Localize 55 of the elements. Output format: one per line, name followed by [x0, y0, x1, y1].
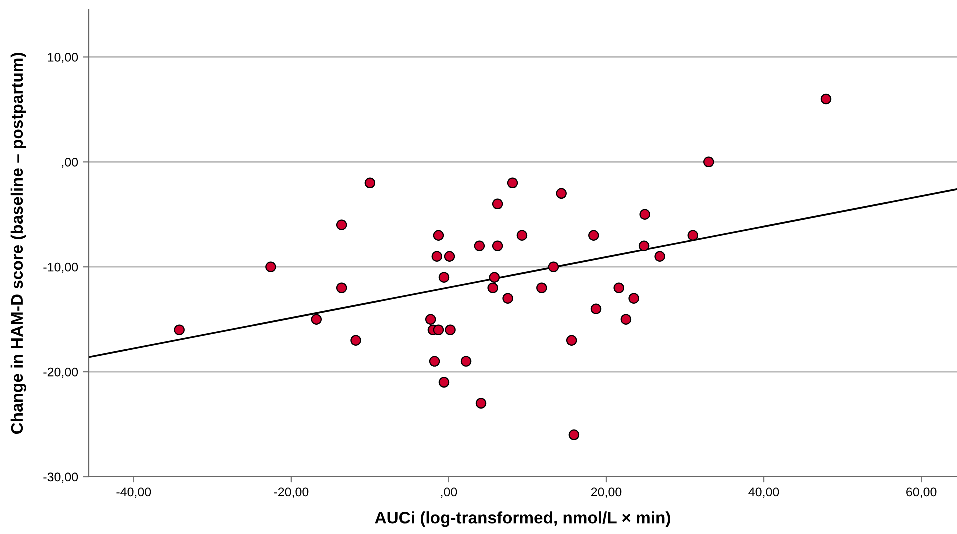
point: [336, 220, 348, 230]
point: [548, 262, 560, 272]
point: [566, 335, 578, 346]
x-tick-label: -20,00: [274, 488, 309, 498]
point: [654, 251, 666, 262]
point: [445, 324, 456, 336]
point: [628, 293, 640, 304]
point: [364, 178, 376, 189]
point: [492, 240, 504, 252]
point: [516, 230, 528, 241]
x-axis-title: AUCi (log-transformed, nmol/L × min): [375, 512, 670, 528]
point: [429, 356, 440, 367]
point: [438, 377, 450, 388]
point: [704, 156, 714, 168]
point: [820, 94, 832, 105]
point: [614, 282, 624, 294]
x-tick-label: -40,00: [116, 488, 152, 498]
point: [588, 230, 600, 241]
point: [638, 240, 650, 252]
point: [336, 282, 348, 294]
point: [620, 314, 632, 325]
point: [425, 314, 436, 325]
point: [476, 398, 487, 409]
point: [640, 209, 650, 220]
point: [174, 324, 185, 336]
y-tick-label: 10,00: [48, 53, 78, 64]
x-tick-label: 60,00: [906, 488, 937, 498]
point: [536, 282, 548, 294]
y-tick-label: -30,00: [44, 472, 78, 484]
point: [688, 230, 698, 241]
point: [507, 178, 518, 189]
point: [502, 293, 514, 304]
x-tick-label: 40,00: [748, 488, 780, 498]
point: [433, 230, 444, 241]
point: [474, 240, 486, 252]
y-tick-label: ,00: [62, 158, 78, 168]
point: [460, 356, 472, 367]
point: [568, 430, 580, 440]
point: [489, 272, 500, 283]
point: [590, 304, 602, 314]
y-tick-label: -10,00: [44, 262, 78, 274]
point: [432, 251, 443, 262]
point: [311, 314, 322, 325]
point: [556, 188, 567, 200]
point: [433, 324, 444, 336]
y-tick-label: -20,00: [44, 368, 78, 378]
point: [492, 198, 504, 210]
point: [350, 335, 362, 346]
point: [438, 272, 450, 283]
point: [444, 251, 456, 262]
x-tick-label: 20,00: [591, 488, 622, 498]
point: [266, 262, 276, 272]
x-tick-label: ,00: [441, 488, 458, 498]
y-axis-title: Change in HAM-D score (baseline – postpartum): [10, 53, 26, 434]
point: [488, 282, 498, 294]
